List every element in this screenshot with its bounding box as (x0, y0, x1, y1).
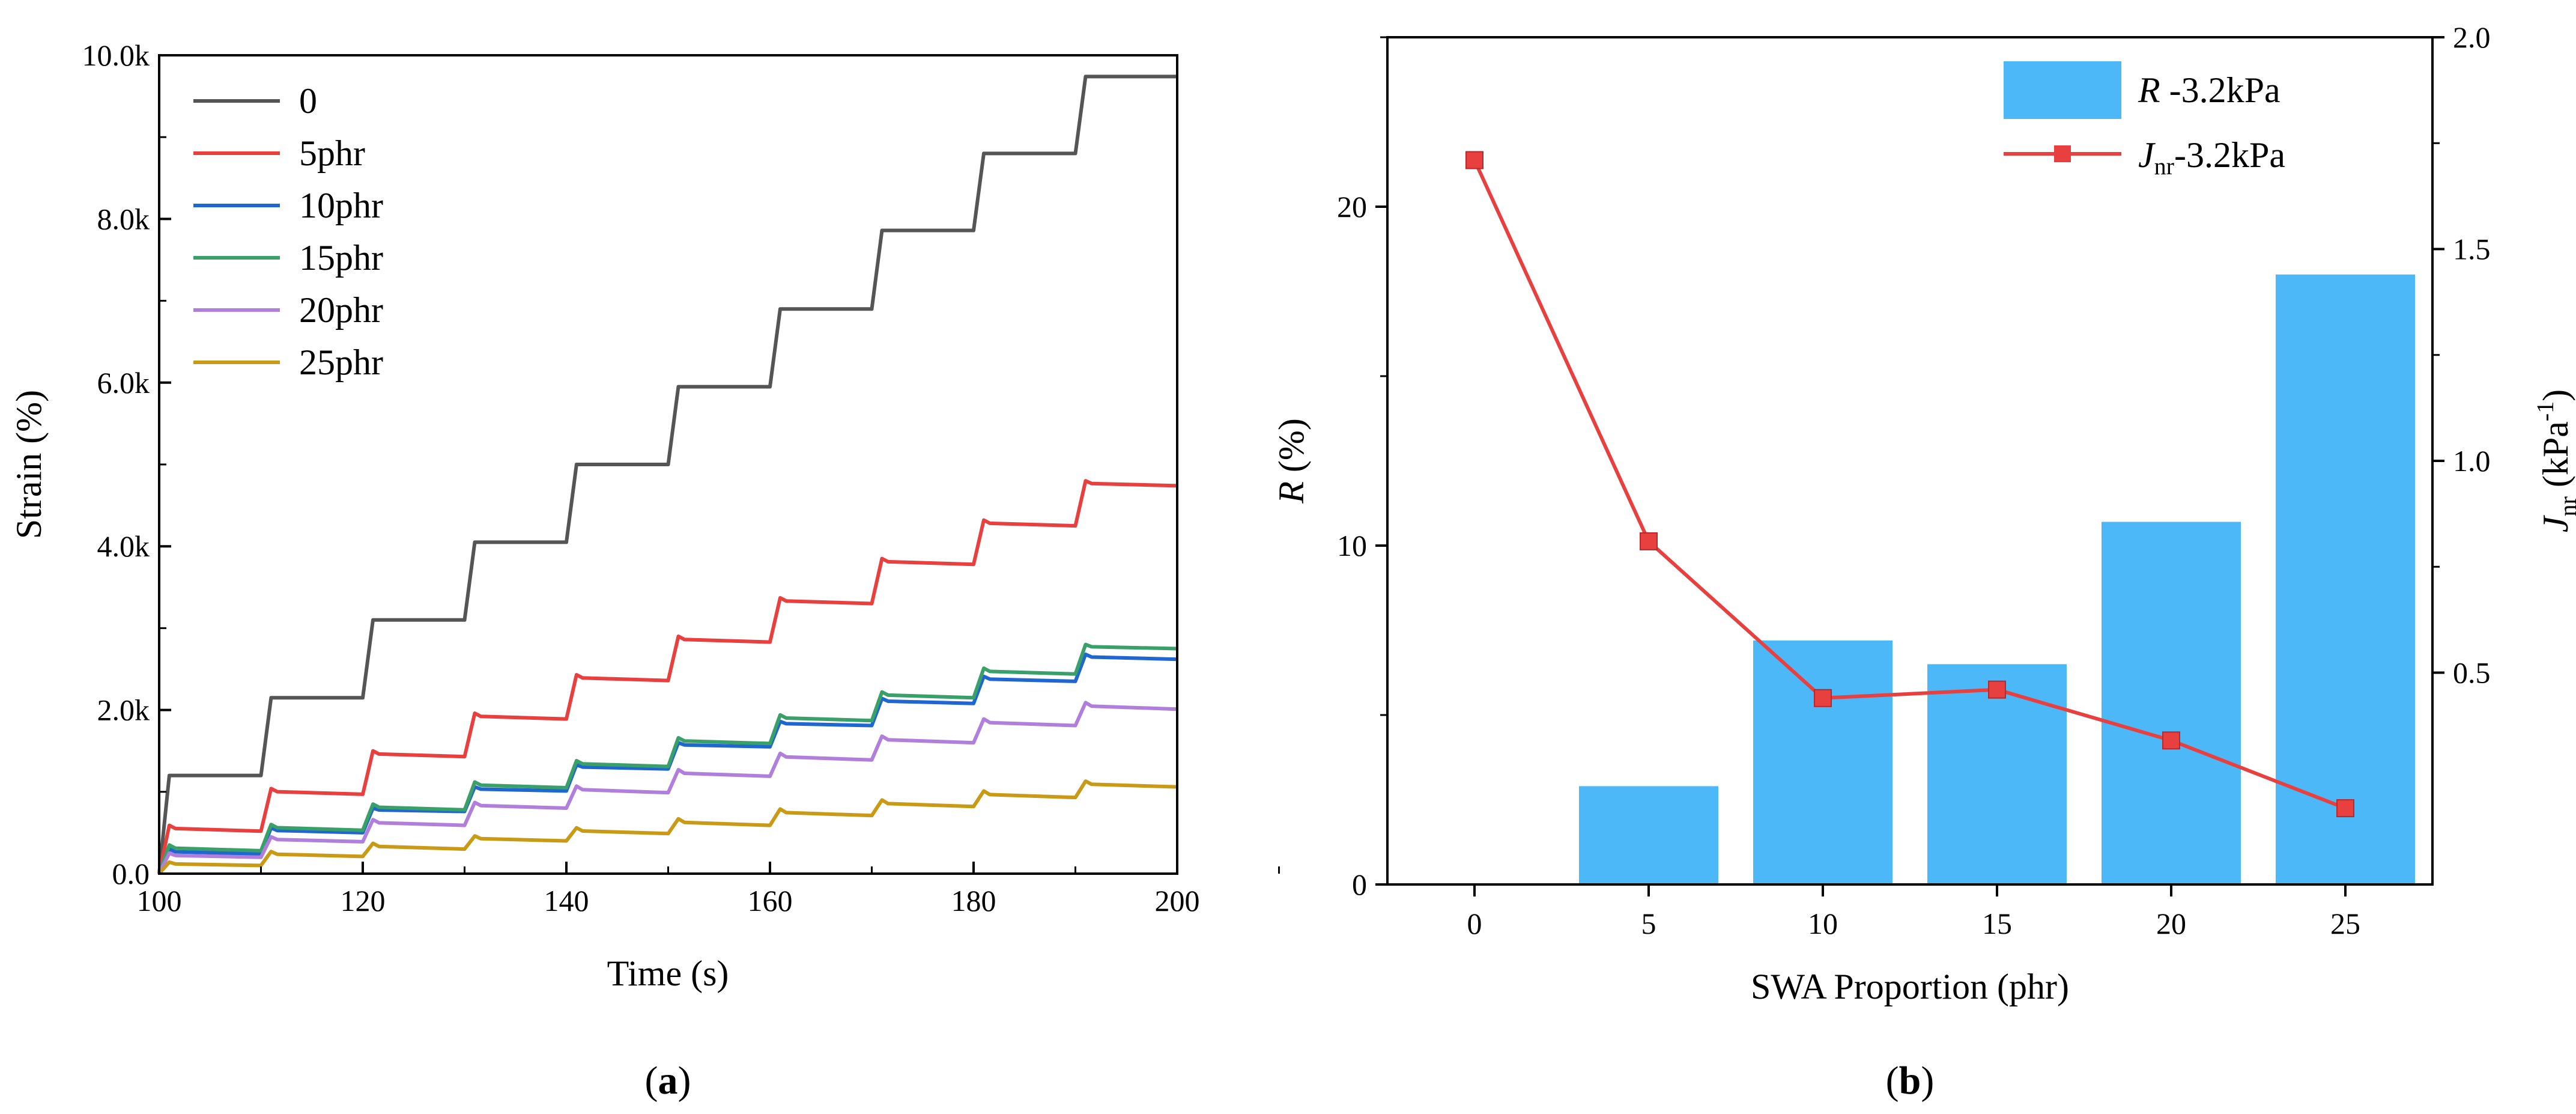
panel-a-x-tick-label: 180 (951, 884, 996, 918)
panel-a-caption-close: ) (678, 1059, 691, 1103)
panel-a-legend-label-0: 0 (299, 81, 317, 121)
panel-a-x-tick-label: 120 (341, 884, 386, 918)
panel-b-x-tick-label: 5 (1641, 907, 1656, 940)
panel-b-jnr-marker-20 (2162, 731, 2180, 750)
panel-a-caption-open: ( (645, 1059, 658, 1103)
panel-b-bar-5 (1579, 786, 1718, 884)
panel-a-x-tick-label: 140 (544, 884, 589, 918)
panel-b-caption-letter: b (1899, 1059, 1921, 1103)
panel-b-legend: R -3.2kPa Jnr-3.2kPa (2004, 61, 2285, 180)
panel-a-series-line-15phr (157, 642, 1178, 875)
panel-b-right-y-axis-title: Jnr (kPa-1) (2532, 389, 2576, 532)
panel-b-right-y-title-sub: nr (2554, 496, 2576, 516)
panel-b-swa-chart: 0 5 10 15 20 25 0 10 20 0.5 1.0 1.5 2.0 SWA Propor… (1271, 20, 2576, 1103)
panel-b-jnr-marker-0 (1465, 151, 1483, 169)
panel-b-left-y-tick-label: 10 (1337, 529, 1367, 562)
panel-b-right-y-tick-label: 2.0 (2453, 20, 2491, 54)
panel-a-series (157, 75, 1178, 875)
panel-b-right-y-title-unit: (kPa (2536, 421, 2575, 496)
panel-b-left-y-axis: 0 10 20 (1337, 36, 1387, 901)
panel-a-y-tick-label: 10.0k (82, 38, 150, 72)
panel-b-caption-close: ) (1921, 1059, 1934, 1103)
panel-b-bar-15 (1927, 664, 2067, 884)
panel-b-left-y-title-rest: (%) (1271, 418, 1311, 481)
panel-b-legend-line-italic: J (2138, 135, 2156, 175)
panel-b-legend-line-marker (2054, 145, 2071, 162)
panel-a-series-line-5phr (157, 479, 1178, 874)
panel-b-jnr-marker-25 (2336, 799, 2354, 818)
panel-b-left-y-tick-label: 20 (1337, 190, 1367, 224)
panel-b-right-y-tick-label: 1.0 (2453, 444, 2491, 478)
panel-a-x-tick-label: 100 (137, 884, 182, 918)
panel-b-bar-25 (2276, 274, 2415, 884)
panel-b-caption-open: ( (1886, 1059, 1899, 1103)
panel-a-legend-label-15phr: 15phr (299, 238, 383, 278)
panel-a-caption-letter: a (658, 1059, 678, 1103)
panel-a-legend-label-10phr: 10phr (299, 186, 383, 225)
panel-b-left-y-title-italic: R (1271, 481, 1311, 504)
panel-b-jnr-line (1465, 151, 2354, 818)
panel-b-legend-line-rest: -3.2kPa (2174, 135, 2285, 175)
panel-b-legend-bar-italic: R (2138, 70, 2160, 110)
panel-b-x-tick-label: 15 (1982, 907, 2012, 940)
panel-b-x-tick-label: 0 (1467, 907, 1482, 940)
panel-a-y-tick-label: 8.0k (97, 202, 150, 236)
panel-b-right-y-title-close: ) (2536, 389, 2575, 401)
panel-a-y-tick-label: 0.0 (112, 857, 150, 890)
panel-b-jnr-marker-15 (1988, 680, 2006, 699)
panel-a-legend-label-25phr: 25phr (299, 342, 383, 382)
panel-b-jnr-marker-5 (1640, 532, 1658, 550)
panel-b-left-y-tick-label: 0 (1352, 868, 1367, 901)
panel-b-legend-line-sub: nr (2154, 153, 2174, 180)
panel-b-right-y-tick-label: 0.5 (2453, 656, 2491, 690)
panel-a-caption: (a) (645, 1059, 691, 1103)
panel-a-y-tick-label: 4.0k (97, 529, 150, 563)
panel-b-caption: (b) (1886, 1059, 1935, 1103)
panel-a-x-axis: 100 120 140 160 180 200 (137, 862, 1280, 918)
panel-a-legend-label-5phr: 5phr (299, 133, 365, 173)
panel-b-bars (1579, 274, 2415, 884)
panel-b-legend-bar-label: R -3.2kPa (2138, 70, 2281, 110)
panel-b-bar-10 (1753, 640, 1893, 884)
panel-a-legend-label-20phr: 20phr (299, 290, 383, 330)
panel-a-series-line-0 (157, 75, 1177, 874)
panel-a-x-tick-label: 160 (748, 884, 793, 918)
panel-a-y-axis: 0.0 2.0k 4.0k 6.0k 8.0k 10.0k (82, 38, 171, 890)
panel-a-x-axis-title: Time (s) (607, 954, 729, 993)
panel-b-legend-bar-rest: -3.2kPa (2160, 70, 2281, 110)
panel-a-series-line-25phr (157, 779, 1178, 875)
panel-a-strain-chart: 100 120 140 160 180 200 0.0 2.0k 4.0k 6.0k 8.0k 10… (9, 38, 1280, 1103)
panel-b-right-y-axis: 0.5 1.0 1.5 2.0 (2432, 20, 2491, 690)
panel-b-jnr-polyline (1473, 159, 2347, 810)
panel-b-legend-bar-swatch (2004, 61, 2121, 119)
panel-b-x-axis: 0 5 10 15 20 25 (1467, 884, 2360, 940)
panel-b-x-tick-label: 10 (1808, 907, 1838, 940)
panel-b-jnr-marker-10 (1814, 689, 1832, 707)
panel-a-y-tick-label: 6.0k (97, 366, 150, 400)
panel-b-x-axis-title: SWA Proportion (phr) (1751, 967, 2069, 1006)
panel-b-right-y-title-sup: -1 (2532, 401, 2559, 421)
panel-a-y-tick-label: 2.0k (97, 693, 150, 727)
panel-b-right-y-title-main: J (2536, 515, 2575, 532)
panel-b-x-tick-label: 20 (2156, 907, 2186, 940)
panel-b-bar-20 (2102, 522, 2241, 884)
panel-b-left-y-axis-title: R (%) (1271, 418, 1311, 504)
panel-a-legend: 0 5phr 10phr 15phr 20phr 25phr (193, 81, 383, 382)
panel-b-right-y-tick-label: 1.5 (2453, 233, 2491, 266)
panel-a-series-line-10phr (157, 653, 1178, 875)
panel-b-legend-line-label: Jnr-3.2kPa (2138, 135, 2285, 180)
panel-a-y-axis-title: Strain (%) (9, 390, 49, 539)
panel-b-x-tick-label: 25 (2330, 907, 2360, 940)
panel-a-x-tick-label: 200 (1155, 884, 1200, 918)
panel-a-series-line-20phr (157, 701, 1178, 875)
